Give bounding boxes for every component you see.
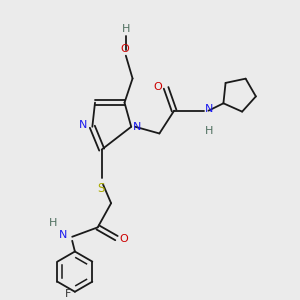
Text: N: N — [79, 120, 87, 130]
Text: S: S — [98, 182, 105, 195]
Text: O: O — [153, 82, 162, 92]
Text: O: O — [119, 234, 128, 244]
Text: O: O — [120, 44, 129, 54]
Text: H: H — [122, 24, 130, 34]
Text: H: H — [205, 126, 213, 136]
Text: N: N — [133, 122, 141, 132]
Text: H: H — [49, 218, 58, 228]
Text: N: N — [205, 104, 213, 114]
Text: F: F — [65, 289, 72, 299]
Text: N: N — [59, 230, 68, 240]
